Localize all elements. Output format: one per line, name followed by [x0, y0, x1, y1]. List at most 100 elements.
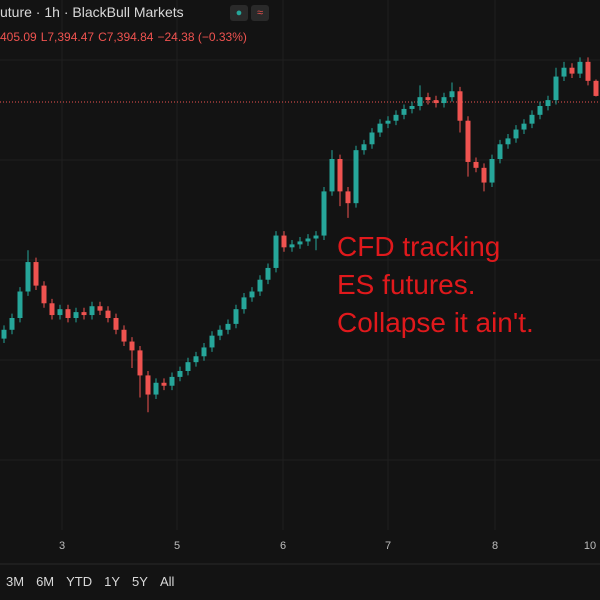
candle-body	[585, 61, 591, 81]
candle-body	[257, 279, 263, 292]
candle-body	[129, 341, 135, 351]
candle-body	[217, 329, 223, 336]
candle-body	[409, 106, 415, 109]
candle-body	[433, 100, 439, 104]
candle-body	[569, 67, 575, 74]
symbol-title: uture · 1h · BlackBull Markets	[0, 4, 184, 20]
candle-body	[113, 318, 119, 330]
candle-body	[345, 191, 351, 204]
candle-body	[537, 106, 543, 115]
candle-body	[561, 67, 567, 77]
candle-body	[529, 114, 535, 124]
x-tick-label: 10	[583, 540, 597, 552]
grid	[0, 0, 600, 530]
candle-body	[161, 382, 167, 386]
ohlc-value: 405.09	[0, 30, 37, 44]
candle-body	[425, 97, 431, 101]
candle-body	[89, 306, 95, 316]
x-tick-label: 8	[491, 540, 499, 552]
candle-body	[281, 235, 287, 248]
x-tick-label: 5	[173, 540, 181, 552]
candle-body	[193, 356, 199, 363]
annotation-line: Collapse it ain't.	[337, 307, 534, 338]
candle-body	[233, 309, 239, 324]
candle-body	[457, 91, 463, 121]
annotation-line: ES futures.	[337, 269, 476, 300]
candle-body	[545, 100, 551, 106]
candle-body	[65, 309, 71, 318]
candle-body	[153, 382, 159, 395]
candle-body	[393, 114, 399, 121]
x-tick-label: 6	[279, 540, 287, 552]
candle-body	[449, 91, 455, 98]
range-button[interactable]: 3M	[6, 574, 25, 589]
status-icons: ● ≈	[230, 5, 269, 21]
status-wave[interactable]: ≈	[251, 5, 269, 21]
candle-body	[57, 309, 63, 316]
candle-body	[337, 159, 343, 192]
x-tick-label: 3	[58, 540, 66, 552]
candle-body	[209, 335, 215, 348]
candle-body	[225, 323, 231, 330]
range-button[interactable]: 5Y	[132, 574, 148, 589]
ohlc-value: −24.38 (−0.33%)	[157, 30, 247, 44]
candle-body	[329, 159, 335, 192]
candle-body	[273, 235, 279, 268]
candle-body	[489, 159, 495, 183]
candle-body	[105, 310, 111, 318]
candle-body	[305, 238, 311, 242]
candle-body	[49, 303, 55, 316]
candle-body	[473, 161, 479, 168]
candle-body	[241, 297, 247, 310]
candle-body	[417, 97, 423, 106]
candle-body	[385, 120, 391, 124]
candle-body	[185, 362, 191, 371]
status-dot[interactable]: ●	[230, 5, 248, 21]
candle-body	[33, 262, 39, 286]
candle-body	[369, 132, 375, 145]
candle-body	[25, 262, 31, 292]
candle-body	[521, 123, 527, 130]
range-buttons: 3M 6M YTD 1Y 5Y All	[6, 574, 186, 589]
candle-body	[137, 350, 143, 376]
candle-body	[145, 375, 151, 395]
candle-body	[249, 291, 255, 298]
candle-body	[1, 329, 7, 339]
range-button[interactable]: 6M	[36, 574, 55, 589]
candle-body	[81, 312, 87, 316]
range-button[interactable]: All	[159, 574, 175, 589]
candle-body	[577, 61, 583, 74]
candle-body	[553, 76, 559, 101]
candles	[1, 57, 599, 413]
ohlc-value: L7,394.47	[40, 30, 95, 44]
candle-body	[9, 318, 15, 330]
candle-body	[41, 285, 47, 304]
x-tick-label: 7	[384, 540, 392, 552]
candle-body	[201, 347, 207, 357]
candle-body	[481, 167, 487, 183]
range-button[interactable]: 1Y	[104, 574, 121, 589]
range-button[interactable]: YTD	[66, 574, 93, 589]
candle-body	[441, 97, 447, 104]
candle-body	[177, 371, 183, 377]
candle-body	[97, 306, 103, 311]
candle-body	[313, 235, 319, 239]
candle-body	[497, 144, 503, 159]
candle-body	[593, 80, 599, 96]
candle-body	[17, 291, 23, 318]
candle-body	[465, 120, 471, 162]
candle-body	[321, 191, 327, 236]
candle-body	[377, 123, 383, 133]
ohlc-value: C7,394.84	[98, 30, 154, 44]
candle-body	[121, 329, 127, 342]
candle-body	[505, 138, 511, 145]
candle-body	[169, 376, 175, 386]
annotation-line: CFD tracking	[337, 231, 501, 262]
candle-body	[513, 129, 519, 139]
candle-body	[289, 244, 295, 248]
candle-body	[265, 267, 271, 280]
candle-body	[401, 108, 407, 115]
candle-body	[361, 144, 367, 151]
